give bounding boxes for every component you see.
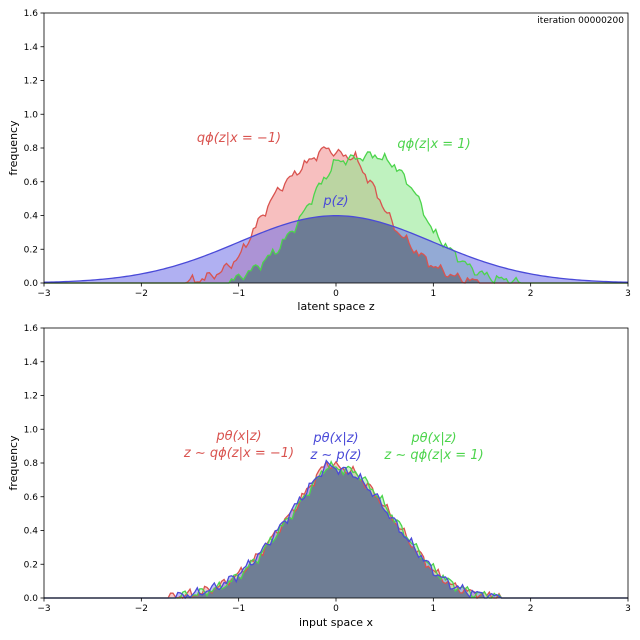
top-chart-panel: −3 −2 −1 0 1 2 3 0.0 0.2 0.4 0.6 0.8 1.0 1.2 1.4 1.6 ite… bbox=[7, 9, 631, 313]
bottom-annotation-green-line1: pθ(x|z) bbox=[410, 431, 456, 446]
y-tick-label: 1.2 bbox=[24, 77, 38, 87]
y-tick-label: 1.2 bbox=[24, 392, 38, 402]
x-tick-label: 0 bbox=[333, 289, 339, 299]
x-tick-label: −1 bbox=[232, 604, 245, 614]
x-tick-label: 2 bbox=[528, 604, 534, 614]
y-tick-label: 0.4 bbox=[24, 212, 39, 222]
top-annotation-blue: p(z) bbox=[322, 194, 348, 209]
y-tick-label: 1.6 bbox=[24, 9, 39, 19]
x-tick-label: 1 bbox=[430, 289, 436, 299]
series-overlap-area bbox=[44, 215, 628, 283]
x-tick-label: −3 bbox=[37, 604, 50, 614]
y-tick-label: 0.0 bbox=[24, 594, 39, 604]
y-tick-label: 1.0 bbox=[24, 110, 39, 120]
bottom-chart-xlabel: input space x bbox=[299, 616, 374, 629]
bottom-annotation-blue-line2: z ∼ p(z) bbox=[309, 448, 361, 463]
y-tick-label: 1.6 bbox=[24, 324, 39, 334]
y-tick-label: 1.4 bbox=[24, 358, 39, 368]
top-chart-xlabel: latent space z bbox=[297, 300, 374, 313]
y-tick-label: 0.4 bbox=[24, 527, 39, 537]
bottom-annotation-blue-line1: pθ(x|z) bbox=[312, 431, 358, 446]
y-tick-label: 0.8 bbox=[24, 144, 39, 154]
bottom-annotation-red-line1: pθ(x|z) bbox=[215, 429, 261, 444]
top-annotation-green: qϕ(z|x = 1) bbox=[397, 137, 470, 152]
iteration-label: iteration 00000200 bbox=[537, 16, 624, 26]
x-tick-label: −3 bbox=[37, 289, 50, 299]
y-tick-label: 1.4 bbox=[24, 43, 39, 53]
x-tick-label: 1 bbox=[430, 604, 436, 614]
bottom-annotation-red-line2: z ∼ qϕ(z|x = −1) bbox=[183, 446, 294, 461]
x-tick-label: −2 bbox=[135, 289, 148, 299]
y-tick-label: 0.2 bbox=[24, 245, 38, 255]
y-tick-label: 0.6 bbox=[24, 493, 39, 503]
x-tick-label: −1 bbox=[232, 289, 245, 299]
top-annotation-red: qϕ(z|x = −1) bbox=[197, 131, 281, 146]
bottom-annotation-green-line2: z ∼ qϕ(z|x = 1) bbox=[383, 448, 483, 463]
y-tick-label: 0.8 bbox=[24, 459, 39, 469]
bottom-chart-ylabel: frequency bbox=[7, 435, 20, 491]
y-tick-label: 0.0 bbox=[24, 279, 39, 289]
y-tick-label: 0.2 bbox=[24, 560, 38, 570]
x-tick-label: 3 bbox=[625, 289, 631, 299]
top-chart-ylabel: frequency bbox=[7, 120, 20, 176]
series-overlap-area bbox=[44, 467, 628, 598]
y-tick-label: 1.0 bbox=[24, 425, 39, 435]
series-line-blue bbox=[43, 215, 629, 283]
x-tick-label: 2 bbox=[528, 289, 534, 299]
x-tick-label: 3 bbox=[625, 604, 631, 614]
x-tick-label: −2 bbox=[135, 604, 148, 614]
x-tick-label: 0 bbox=[333, 604, 339, 614]
bottom-chart-panel: −3 −2 −1 0 1 2 3 0.0 0.2 0.4 0.6 0.8 1.0 1.2 1.4 1.6 inp… bbox=[7, 324, 631, 629]
y-tick-label: 0.6 bbox=[24, 178, 39, 188]
